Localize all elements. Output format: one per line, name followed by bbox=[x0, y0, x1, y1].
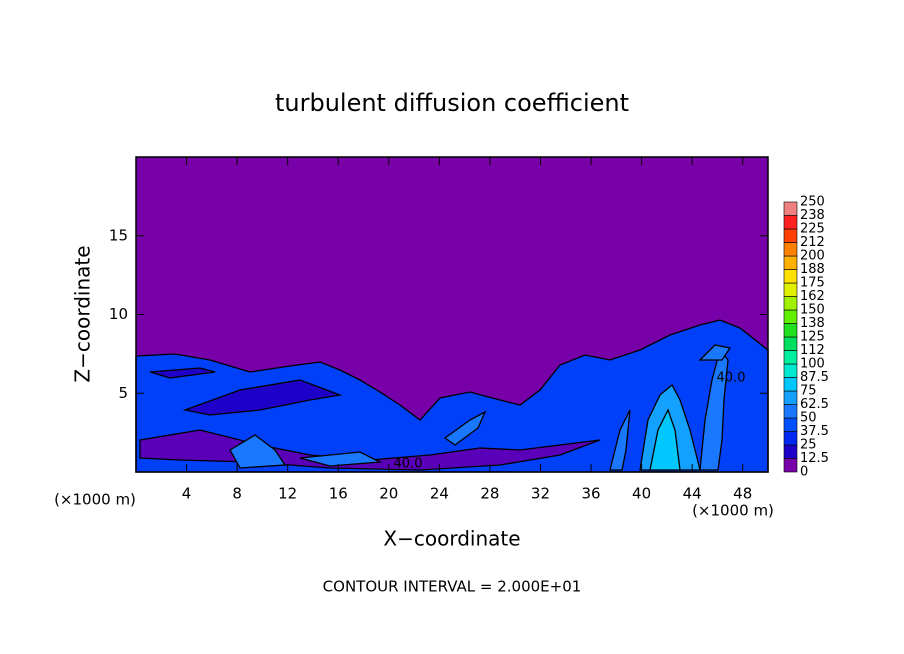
colorbar-bin bbox=[783, 296, 798, 311]
y-tick-label: 15 bbox=[109, 226, 128, 244]
colorbar-bin bbox=[783, 323, 798, 338]
x-tick-label: 40 bbox=[632, 485, 651, 503]
colorbar-bin bbox=[783, 336, 798, 351]
x-tick-label: 8 bbox=[232, 485, 242, 503]
colorbar-label: 100 bbox=[800, 357, 825, 372]
colorbar-label: 250 bbox=[800, 195, 825, 210]
colorbar-bin bbox=[783, 444, 798, 459]
x-unit-label: (×1000 m) bbox=[54, 491, 136, 509]
colorbar-label: 75 bbox=[800, 384, 817, 399]
y-axis-label: Z−coordinate bbox=[71, 245, 95, 382]
colorbar-bin bbox=[783, 404, 798, 419]
colorbar-bin bbox=[783, 282, 798, 297]
colorbar-bin bbox=[783, 377, 798, 392]
colorbar-label: 150 bbox=[800, 303, 825, 318]
colorbar-label: 175 bbox=[800, 276, 825, 291]
x-tick-label: 16 bbox=[329, 485, 348, 503]
x-tick-label: 36 bbox=[581, 485, 600, 503]
colorbar-bin bbox=[783, 431, 798, 446]
colorbar-label: 62.5 bbox=[800, 397, 829, 412]
contour-field: 40.0 40.0 bbox=[135, 156, 769, 473]
x-axis-label: X−coordinate bbox=[383, 527, 520, 551]
colorbar-label: 200 bbox=[800, 249, 825, 264]
x-tick-label: 32 bbox=[531, 485, 550, 503]
colorbar-bin bbox=[783, 255, 798, 270]
colorbar-label: 37.5 bbox=[800, 424, 829, 439]
colorbar-bin bbox=[783, 201, 798, 216]
contour-label: 40.0 bbox=[394, 457, 423, 472]
x-tick-label: 20 bbox=[379, 485, 398, 503]
colorbar-bin bbox=[783, 242, 798, 257]
chart-title: turbulent diffusion coefficient bbox=[275, 89, 629, 117]
field-regions bbox=[135, 319, 769, 473]
colorbar-bin bbox=[783, 350, 798, 365]
colorbar-label: 238 bbox=[800, 208, 825, 223]
colorbar-label: 87.5 bbox=[800, 370, 829, 385]
x-tick-label: 48 bbox=[733, 485, 752, 503]
colorbar-label: 138 bbox=[800, 316, 825, 331]
x-tick-label: 4 bbox=[182, 485, 192, 503]
x-unit-label: (×1000 m) bbox=[692, 502, 774, 520]
x-tick-label: 28 bbox=[480, 485, 499, 503]
colorbar-bin bbox=[783, 228, 798, 243]
colorbar-bin bbox=[783, 363, 798, 378]
colorbar-bin bbox=[783, 215, 798, 230]
colorbar-bin bbox=[783, 309, 798, 324]
colorbar-bin bbox=[783, 417, 798, 432]
contour-note: CONTOUR INTERVAL = 2.000E+01 bbox=[323, 578, 582, 596]
colorbar-label: 50 bbox=[800, 411, 817, 426]
y-tick-label: 5 bbox=[118, 384, 128, 402]
x-tick-label: 44 bbox=[683, 485, 702, 503]
colorbar-label: 212 bbox=[800, 235, 825, 250]
colorbar-bin bbox=[783, 458, 798, 473]
x-tick-label: 12 bbox=[278, 485, 297, 503]
colorbar-label: 25 bbox=[800, 438, 817, 453]
colorbar-label: 12.5 bbox=[800, 451, 829, 466]
colorbar-label: 0 bbox=[800, 465, 808, 480]
colorbar-label: 225 bbox=[800, 222, 825, 237]
colorbar-label: 188 bbox=[800, 262, 825, 277]
colorbar-bin bbox=[783, 390, 798, 405]
colorbar-label: 112 bbox=[800, 343, 825, 358]
colorbar-label: 125 bbox=[800, 330, 825, 345]
contour-label: 40.0 bbox=[717, 371, 746, 386]
x-tick-label: 24 bbox=[430, 485, 449, 503]
y-tick-label: 10 bbox=[109, 305, 128, 323]
colorbar-label: 162 bbox=[800, 289, 825, 304]
colorbar-bin bbox=[783, 269, 798, 284]
